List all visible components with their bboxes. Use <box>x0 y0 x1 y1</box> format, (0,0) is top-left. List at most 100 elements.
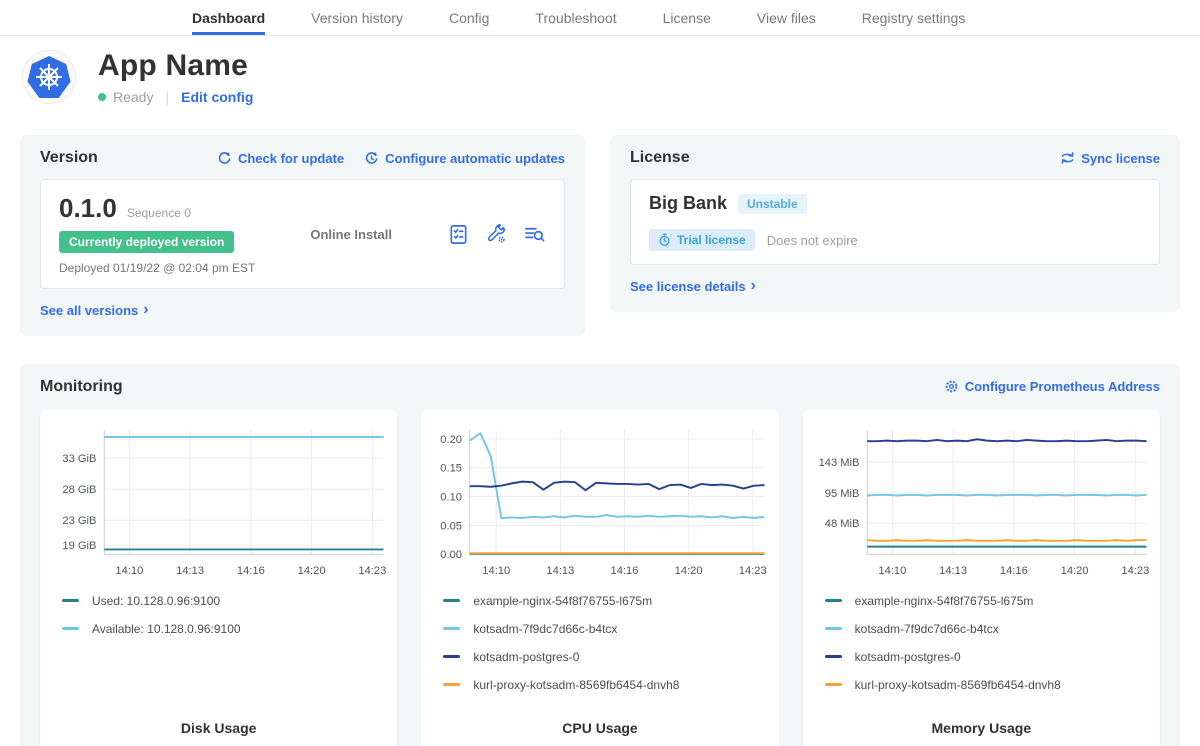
nav-tab-dashboard[interactable]: Dashboard <box>192 0 265 35</box>
top-nav: Dashboard Version history Config Trouble… <box>0 0 1200 36</box>
edit-config-link[interactable]: Edit config <box>181 89 253 105</box>
sync-license-link[interactable]: Sync license <box>1060 151 1160 166</box>
svg-text:14:13: 14:13 <box>547 564 575 576</box>
version-card-title: Version <box>40 149 98 167</box>
svg-text:14:13: 14:13 <box>176 564 204 576</box>
file-search-icon[interactable] <box>523 223 546 246</box>
legend-item: example-nginx-54f8f76755-l675m <box>825 594 1152 608</box>
chevron-right-icon: › <box>751 278 756 294</box>
svg-text:14:10: 14:10 <box>483 564 511 576</box>
license-name: Big Bank <box>649 193 727 214</box>
svg-text:14:20: 14:20 <box>298 564 326 576</box>
channel-badge: Unstable <box>738 194 807 214</box>
svg-text:0.05: 0.05 <box>441 520 463 532</box>
svg-text:0.15: 0.15 <box>441 462 463 474</box>
divider: | <box>165 89 169 105</box>
svg-text:23 GiB: 23 GiB <box>62 515 96 527</box>
legend-swatch <box>443 599 460 602</box>
nav-tab-view-files[interactable]: View files <box>757 0 816 35</box>
svg-text:14:10: 14:10 <box>115 564 143 576</box>
check-for-update-link[interactable]: Check for update <box>217 151 344 166</box>
svg-text:14:10: 14:10 <box>878 564 906 576</box>
svg-text:14:16: 14:16 <box>237 564 265 576</box>
install-type-label: Online Install <box>310 227 392 242</box>
legend-swatch <box>443 627 460 630</box>
wrench-gear-icon[interactable] <box>485 223 508 246</box>
chart-title: CPU Usage <box>429 720 770 736</box>
svg-text:14:16: 14:16 <box>611 564 639 576</box>
legend-label: kotsadm-postgres-0 <box>473 650 579 664</box>
legend-item: Available: 10.128.0.96:9100 <box>62 622 389 636</box>
disk-usage-chart-card: 19 GiB23 GiB28 GiB33 GiB14:1014:1314:161… <box>40 410 397 746</box>
cpu-usage-chart-card: 0.00 0.05 0.10 0.15 0.20 14:10 14:13 14:16 14:20… <box>421 410 778 746</box>
svg-text:0.00: 0.00 <box>441 549 463 561</box>
svg-text:48 MiB: 48 MiB <box>824 518 859 530</box>
legend-swatch <box>62 599 79 602</box>
legend-label: Used: 10.128.0.96:9100 <box>92 594 220 608</box>
legend-swatch <box>825 627 842 630</box>
legend-item: kotsadm-postgres-0 <box>443 650 770 664</box>
legend-swatch <box>825 655 842 658</box>
legend-item: kurl-proxy-kotsadm-8569fb6454-dnvh8 <box>825 678 1152 692</box>
refresh-icon <box>217 151 232 166</box>
legend-item: kotsadm-postgres-0 <box>825 650 1152 664</box>
nav-tab-registry-settings[interactable]: Registry settings <box>862 0 965 35</box>
configure-automatic-updates-link[interactable]: Configure automatic updates <box>364 151 565 166</box>
status-dot <box>98 93 106 101</box>
version-card: Version Check for update <box>20 135 585 336</box>
legend-swatch <box>825 683 842 686</box>
disk-usage-legend: Used: 10.128.0.96:9100 Available: 10.128.… <box>62 594 389 650</box>
app-header: App Name Ready | Edit config <box>0 36 1200 105</box>
chart-title: Memory Usage <box>811 720 1152 736</box>
legend-label: kotsadm-7f9dc7d66c-b4tcx <box>473 622 617 636</box>
page-title: App Name <box>98 49 253 83</box>
nav-tab-config[interactable]: Config <box>449 0 489 35</box>
see-license-details-link[interactable]: See license details › <box>630 278 756 294</box>
license-card: License Sync license Big Bank Unstable <box>610 135 1180 312</box>
legend-swatch <box>825 599 842 602</box>
svg-text:14:13: 14:13 <box>939 564 967 576</box>
legend-swatch <box>62 627 79 630</box>
legend-item: Used: 10.128.0.96:9100 <box>62 594 389 608</box>
svg-text:143 MiB: 143 MiB <box>818 456 859 468</box>
nav-tab-license[interactable]: License <box>663 0 711 35</box>
license-expiry: Does not expire <box>767 233 858 248</box>
svg-text:14:20: 14:20 <box>675 564 703 576</box>
legend-label: kotsadm-7f9dc7d66c-b4tcx <box>855 622 999 636</box>
legend-label: kotsadm-postgres-0 <box>855 650 961 664</box>
legend-swatch <box>443 683 460 686</box>
preflight-checklist-icon[interactable] <box>447 223 470 246</box>
stopwatch-icon <box>658 233 671 247</box>
svg-text:14:23: 14:23 <box>358 564 386 576</box>
svg-text:0.10: 0.10 <box>441 491 463 503</box>
version-number: 0.1.0 <box>59 193 117 224</box>
legend-label: kurl-proxy-kotsadm-8569fb6454-dnvh8 <box>855 678 1061 692</box>
license-card-title: License <box>630 149 690 167</box>
chart-title: Disk Usage <box>48 720 389 736</box>
legend-label: example-nginx-54f8f76755-l675m <box>855 594 1034 608</box>
sequence-label: Sequence 0 <box>127 206 191 220</box>
svg-text:0.20: 0.20 <box>441 433 463 445</box>
svg-text:14:16: 14:16 <box>1000 564 1028 576</box>
memory-usage-legend: example-nginx-54f8f76755-l675m kotsadm-7f… <box>825 594 1152 706</box>
memory-usage-plot[interactable]: 48 MiB95 MiB143 MiB14:1014:1314:1614:201… <box>811 420 1152 584</box>
status-badge: Ready <box>113 89 153 105</box>
sync-arrows-icon <box>1060 151 1075 165</box>
svg-text:28 GiB: 28 GiB <box>62 484 96 496</box>
legend-label: example-nginx-54f8f76755-l675m <box>473 594 652 608</box>
configure-prometheus-link[interactable]: Configure Prometheus Address <box>944 379 1160 394</box>
cpu-usage-plot[interactable]: 0.00 0.05 0.10 0.15 0.20 14:10 14:13 14:16 14:20… <box>429 420 770 584</box>
svg-text:14:20: 14:20 <box>1060 564 1088 576</box>
svg-text:19 GiB: 19 GiB <box>62 539 96 551</box>
svg-text:95 MiB: 95 MiB <box>824 487 859 499</box>
disk-usage-plot[interactable]: 19 GiB23 GiB28 GiB33 GiB14:1014:1314:161… <box>48 420 389 584</box>
monitoring-section: Monitoring Configure Prometheus Address … <box>20 364 1180 746</box>
svg-text:14:23: 14:23 <box>739 564 767 576</box>
legend-label: Available: 10.128.0.96:9100 <box>92 622 241 636</box>
kubernetes-logo <box>22 50 76 104</box>
nav-tab-troubleshoot[interactable]: Troubleshoot <box>535 0 616 35</box>
nav-tab-version-history[interactable]: Version history <box>311 0 403 35</box>
chevron-right-icon: › <box>143 302 148 318</box>
see-all-versions-link[interactable]: See all versions › <box>40 302 149 318</box>
cpu-usage-legend: example-nginx-54f8f76755-l675m kotsadm-7f… <box>443 594 770 706</box>
